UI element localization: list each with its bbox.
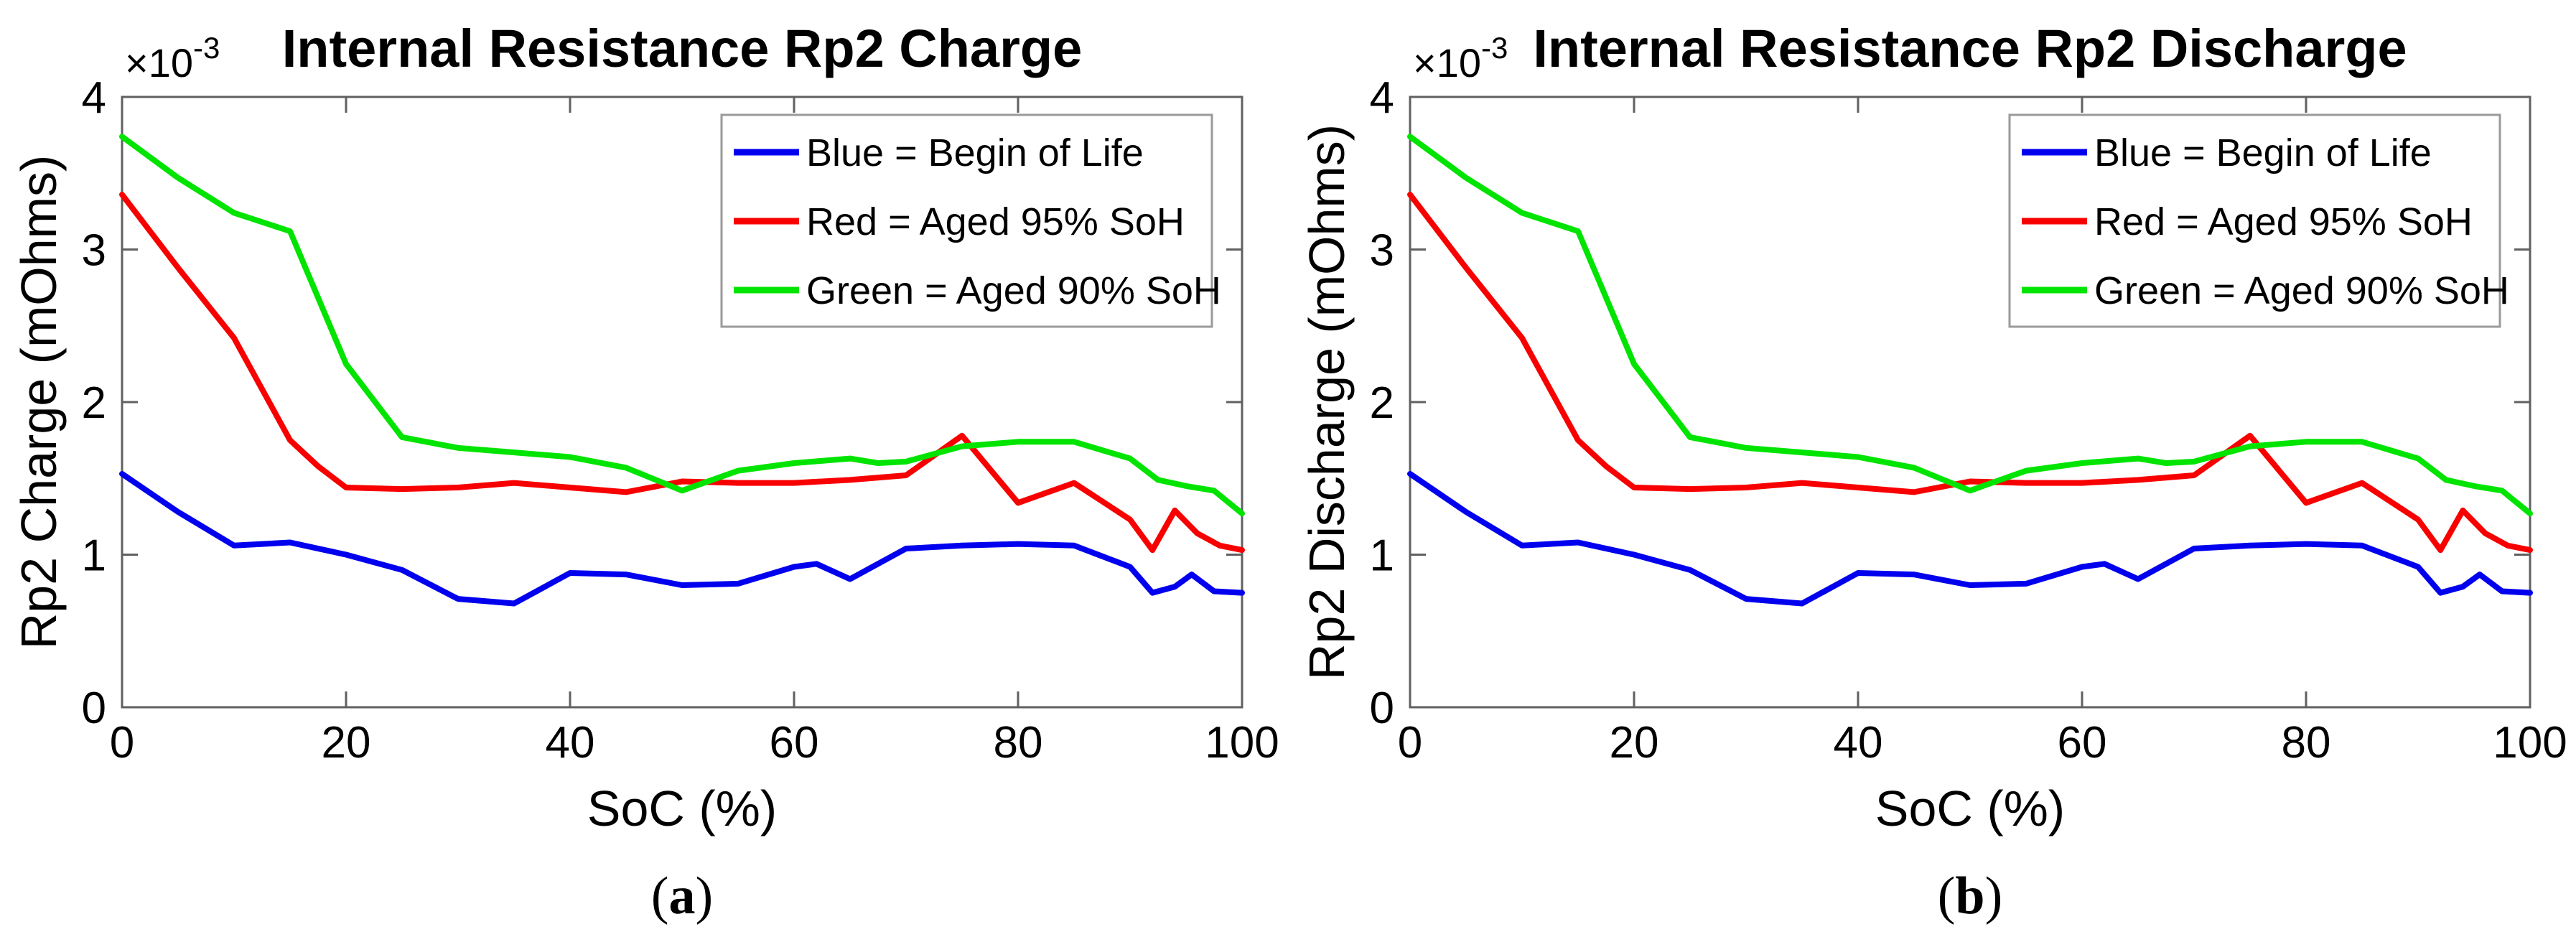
y-axis-exponent-power: -3 bbox=[193, 31, 220, 65]
series-line-blue bbox=[1407, 470, 2533, 607]
x-tick-label: 60 bbox=[770, 718, 819, 768]
series-line-green bbox=[119, 134, 1245, 517]
chart-panel-a: 0 20 40 60 80 100 0 1 2 3 4 ×10-3 Internal Resistanc… bbox=[11, 19, 1279, 926]
chart-svg-a: 0 20 40 60 80 100 0 1 2 3 4 ×10-3 Internal Resistanc… bbox=[11, 19, 1279, 926]
x-axis-label: SoC (%) bbox=[587, 780, 777, 836]
x-tick-label: 60 bbox=[2058, 718, 2107, 768]
y-tick-label: 3 bbox=[1370, 226, 1394, 276]
figure-caption-a: (a) bbox=[651, 867, 713, 926]
y-axis-exponent: ×10-3 bbox=[1413, 31, 1508, 85]
caption-paren-open: ( bbox=[1938, 867, 1956, 926]
series-line-red bbox=[1407, 192, 2533, 554]
series-line-blue bbox=[119, 470, 1245, 607]
caption-paren-close: ) bbox=[1985, 867, 2003, 926]
caption-letter: b bbox=[1955, 867, 1984, 926]
caption-letter: a bbox=[669, 867, 696, 926]
legend-label-green: Green = Aged 90% SoH bbox=[806, 269, 1221, 312]
y-axis-exponent: ×10-3 bbox=[125, 31, 220, 85]
legend-label-blue: Blue = Begin of Life bbox=[806, 131, 1144, 174]
y-tick-label: 4 bbox=[1370, 73, 1394, 123]
y-axis-exponent-base: ×10 bbox=[1413, 40, 1481, 85]
x-tick-label: 0 bbox=[1398, 718, 1422, 768]
y-tick-label: 1 bbox=[82, 531, 106, 581]
x-tick-label: 80 bbox=[994, 718, 1043, 768]
legend-box bbox=[720, 113, 1213, 328]
x-tick-label: 100 bbox=[1205, 718, 1279, 768]
y-axis-label: Rp2 Discharge (mOhms) bbox=[1299, 124, 1355, 680]
caption-paren-close: ) bbox=[696, 867, 714, 926]
y-tick-label: 0 bbox=[1370, 684, 1394, 733]
x-tick-label: 20 bbox=[322, 718, 371, 768]
series-line-green bbox=[1407, 134, 2533, 517]
x-tick-label: 20 bbox=[1610, 718, 1659, 768]
x-axis-label: SoC (%) bbox=[1875, 780, 2065, 836]
legend-label-green: Green = Aged 90% SoH bbox=[2094, 269, 2509, 312]
x-tick-label: 80 bbox=[2282, 718, 2331, 768]
y-axis-exponent-power: -3 bbox=[1481, 31, 1508, 65]
y-tick-label: 3 bbox=[82, 226, 106, 276]
x-tick-label: 0 bbox=[110, 718, 134, 768]
y-tick-label: 4 bbox=[82, 73, 106, 123]
y-tick-label: 2 bbox=[1370, 378, 1394, 428]
chart-title: Internal Resistance Rp2 Charge bbox=[282, 19, 1082, 78]
chart-svg-b: 0 20 40 60 80 100 0 1 2 3 4 ×10-3 Internal Resistanc… bbox=[1299, 19, 2567, 926]
series-line-red bbox=[119, 192, 1245, 554]
y-axis-exponent-base: ×10 bbox=[125, 40, 193, 85]
chart-title: Internal Resistance Rp2 Discharge bbox=[1533, 19, 2407, 78]
x-tick-label: 40 bbox=[546, 718, 595, 768]
caption-paren-open: ( bbox=[651, 867, 669, 926]
y-axis-label: Rp2 Charge (mOhms) bbox=[11, 155, 67, 650]
y-tick-label: 1 bbox=[1370, 531, 1394, 581]
legend-label-blue: Blue = Begin of Life bbox=[2094, 131, 2432, 174]
chart-panel-b: 0 20 40 60 80 100 0 1 2 3 4 ×10-3 Internal Resistanc… bbox=[1288, 0, 2576, 937]
figure-caption-b: (b) bbox=[1938, 867, 2002, 926]
x-tick-label: 100 bbox=[2493, 718, 2567, 768]
legend-label-red: Red = Aged 95% SoH bbox=[2094, 200, 2473, 243]
legend-box bbox=[2008, 113, 2501, 328]
y-tick-label: 2 bbox=[82, 378, 106, 428]
legend-label-red: Red = Aged 95% SoH bbox=[806, 200, 1185, 243]
x-tick-label: 40 bbox=[1834, 718, 1883, 768]
y-tick-label: 0 bbox=[82, 684, 106, 733]
